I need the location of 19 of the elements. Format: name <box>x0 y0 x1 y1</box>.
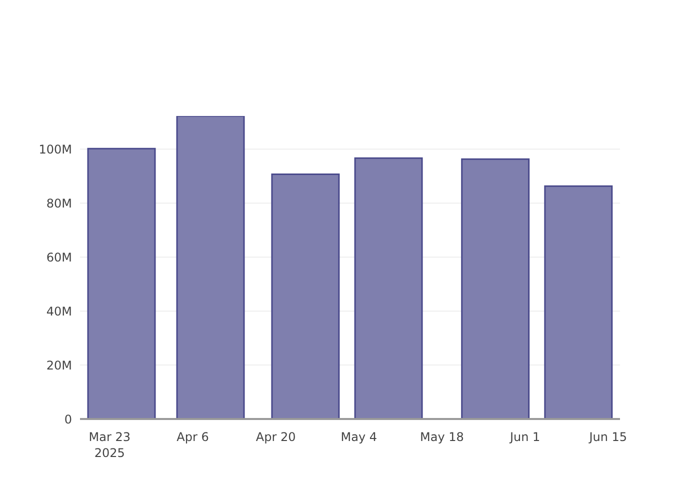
x-tick-label: Mar 23 2025 <box>88 430 131 460</box>
x-tick-label: Apr 20 <box>256 430 296 444</box>
x-tick-label: Jun 15 <box>588 430 628 444</box>
y-tick-label: 60M <box>46 250 72 264</box>
x-tick-label: May 18 <box>420 430 464 444</box>
x-tick-label: Jun 1 <box>508 430 540 444</box>
bar <box>176 116 245 419</box>
y-tick-label: 20M <box>46 358 72 372</box>
bar <box>461 158 530 419</box>
x-tick-label: Apr 6 <box>176 430 209 444</box>
y-tick-label: 100M <box>38 142 72 156</box>
y-tick-label: 40M <box>46 304 72 318</box>
bar <box>354 157 423 419</box>
bar <box>271 174 340 419</box>
y-tick-label: 0 <box>64 412 72 426</box>
x-tick-label: May 4 <box>340 430 378 444</box>
bar <box>87 148 156 419</box>
y-tick-label: 80M <box>46 196 72 210</box>
bar <box>544 185 613 419</box>
